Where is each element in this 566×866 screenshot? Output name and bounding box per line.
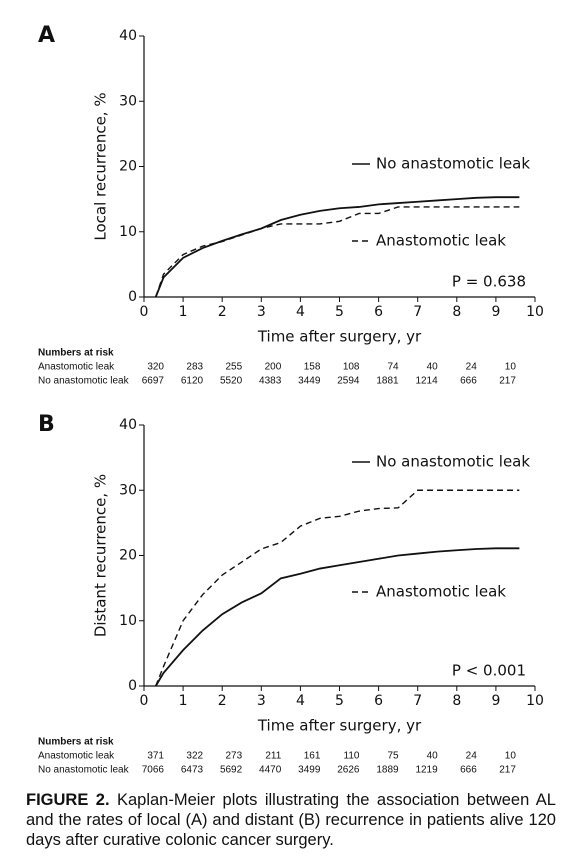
risk-value: 6473 — [181, 765, 204, 776]
risk-value: 6120 — [181, 376, 204, 387]
p-value: P = 0.638 — [452, 273, 526, 291]
risk-row-name: No anastomotic leak — [38, 765, 130, 776]
risk-value: 1881 — [376, 376, 399, 387]
y-tick-label: 30 — [119, 93, 137, 109]
risk-row-name: No anastomotic leak — [38, 376, 130, 387]
x-tick-label: 1 — [179, 693, 188, 709]
risk-value: 158 — [304, 362, 321, 373]
risk-value: 211 — [265, 751, 281, 762]
caption-text: Kaplan-Meier plots illustrating the asso… — [26, 791, 556, 849]
y-tick-label: 0 — [128, 289, 137, 305]
risk-value: 161 — [304, 751, 321, 762]
caption-label: FIGURE 2. — [26, 791, 110, 809]
risk-value: 5692 — [220, 765, 243, 776]
x-tick-label: 1 — [179, 304, 188, 320]
panel-label: A — [38, 23, 55, 48]
panel-label: B — [38, 412, 55, 437]
risk-value: 200 — [265, 362, 282, 373]
x-tick-label: 0 — [140, 693, 149, 709]
x-tick-label: 6 — [374, 693, 383, 709]
y-tick-label: 40 — [119, 417, 137, 433]
risk-value: 6697 — [142, 376, 165, 387]
p-value: P < 0.001 — [452, 662, 526, 680]
km-curve — [155, 489, 520, 687]
risk-value: 217 — [499, 765, 516, 776]
y-axis-label: Local recurrence, % — [92, 92, 110, 240]
y-axis-label: Distant recurrence, % — [92, 474, 110, 637]
risk-value: 371 — [147, 751, 164, 762]
risk-value: 3449 — [298, 376, 321, 387]
x-tick-label: 6 — [374, 304, 383, 320]
km-curve — [154, 547, 520, 687]
risk-value: 4383 — [259, 376, 282, 387]
risk-value: 10 — [505, 362, 517, 373]
y-tick-label: 20 — [119, 548, 137, 564]
risk-value: 7066 — [142, 765, 165, 776]
risk-value: 1214 — [415, 376, 438, 387]
x-tick-label: 0 — [140, 304, 149, 320]
x-tick-label: 4 — [296, 693, 305, 709]
x-tick-label: 3 — [257, 693, 266, 709]
risk-row-name: Anastomotic leak — [38, 362, 115, 373]
risk-value: 40 — [427, 751, 439, 762]
legend-label: Anastomotic leak — [376, 232, 506, 250]
risk-value: 666 — [460, 376, 477, 387]
x-tick-label: 8 — [452, 304, 461, 320]
x-tick-label: 4 — [296, 304, 305, 320]
risk-value: 2594 — [337, 376, 360, 387]
y-tick-label: 20 — [119, 159, 137, 175]
x-tick-label: 3 — [257, 304, 266, 320]
risk-value: 2626 — [337, 765, 360, 776]
legend-label: No anastomotic leak — [376, 453, 530, 471]
risk-value: 283 — [186, 362, 203, 373]
risk-value: 24 — [466, 362, 478, 373]
legend-label: Anastomotic leak — [376, 583, 506, 601]
risk-row-name: Anastomotic leak — [38, 751, 115, 762]
x-tick-label: 5 — [335, 304, 344, 320]
caption: FIGURE 2. Kaplan-Meier plots illustratin… — [26, 790, 556, 850]
risk-value: 24 — [466, 751, 478, 762]
risk-value: 3499 — [298, 765, 321, 776]
y-tick-label: 10 — [119, 613, 137, 629]
x-tick-label: 5 — [335, 693, 344, 709]
x-tick-label: 10 — [526, 304, 544, 320]
x-tick-label: 2 — [218, 304, 227, 320]
km-curve — [154, 196, 520, 298]
risk-value: 322 — [186, 751, 203, 762]
risk-value: 320 — [147, 362, 164, 373]
risk-value: 74 — [387, 362, 399, 373]
risk-value: 5520 — [220, 376, 243, 387]
risk-value: 110 — [344, 751, 360, 762]
x-tick-label: 8 — [452, 693, 461, 709]
risk-value: 273 — [226, 751, 243, 762]
y-tick-label: 10 — [119, 224, 137, 240]
x-tick-label: 7 — [413, 304, 422, 320]
x-tick-label: 9 — [491, 304, 500, 320]
risk-table-title: Numbers at risk — [38, 348, 114, 359]
y-tick-label: 0 — [128, 678, 137, 694]
x-tick-label: 2 — [218, 693, 227, 709]
x-tick-label: 7 — [413, 693, 422, 709]
x-axis-label: Time after surgery, yr — [257, 717, 422, 735]
risk-value: 255 — [226, 362, 243, 373]
risk-table-title: Numbers at risk — [38, 737, 114, 748]
risk-value: 217 — [499, 376, 516, 387]
y-tick-label: 30 — [119, 482, 137, 498]
risk-value: 108 — [343, 362, 360, 373]
km-curve — [155, 206, 520, 298]
x-axis-label: Time after surgery, yr — [257, 328, 422, 346]
risk-value: 10 — [505, 751, 517, 762]
risk-value: 40 — [427, 362, 439, 373]
risk-value: 1889 — [376, 765, 399, 776]
x-tick-label: 9 — [491, 693, 500, 709]
legend-label: No anastomotic leak — [376, 155, 530, 173]
y-tick-label: 40 — [119, 28, 137, 44]
risk-value: 75 — [387, 751, 399, 762]
risk-value: 4470 — [259, 765, 282, 776]
risk-value: 1219 — [415, 765, 438, 776]
risk-value: 666 — [460, 765, 477, 776]
x-tick-label: 10 — [526, 693, 544, 709]
